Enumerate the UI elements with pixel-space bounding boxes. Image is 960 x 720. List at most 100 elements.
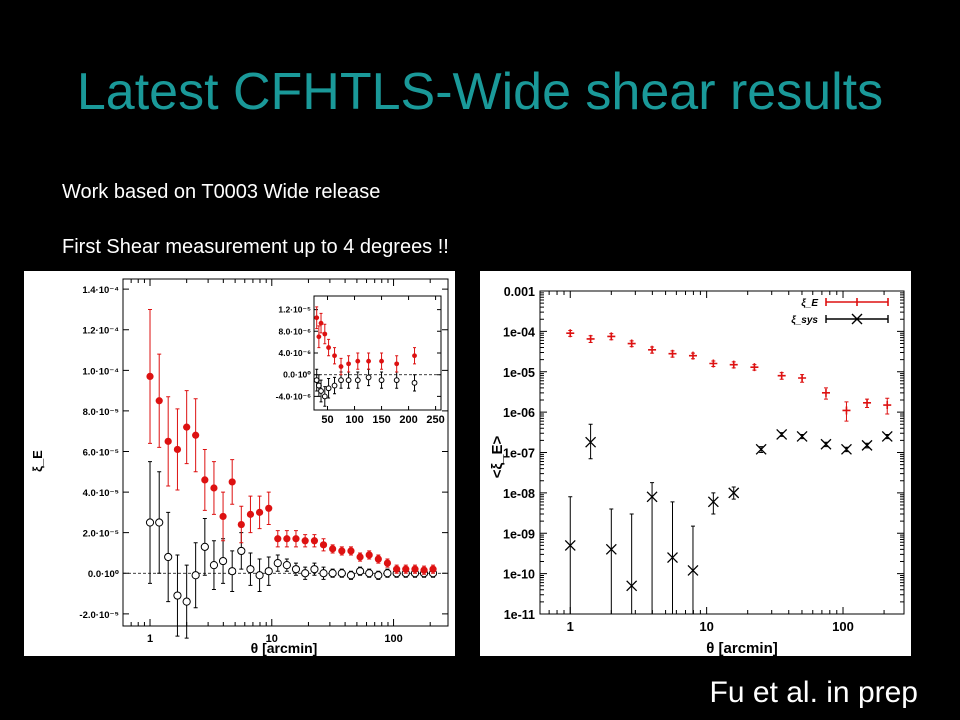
plot-frame <box>122 278 449 627</box>
data-point-open <box>354 377 361 384</box>
data-point-filled <box>155 397 163 405</box>
data-point-open <box>365 374 372 381</box>
y-tick-label: 1e-07 <box>503 447 535 461</box>
x-tick-label: 1 <box>147 633 153 645</box>
data-point-filled <box>316 334 322 340</box>
data-point-filled <box>365 551 373 559</box>
data-point-open <box>218 556 228 566</box>
inset-x-tick-label: 150 <box>372 414 390 426</box>
data-point-open <box>209 561 219 570</box>
inset-y-tick-label: -4.0·10⁻⁶ <box>276 391 311 401</box>
data-point-open <box>228 567 237 576</box>
data-point-plus <box>668 349 677 358</box>
x-axis-label: θ [arcmin] <box>251 640 318 656</box>
data-point-filled <box>332 353 337 359</box>
data-point-filled <box>402 565 410 573</box>
data-point-filled <box>255 508 264 516</box>
y-tick-label: 1e-04 <box>503 325 535 339</box>
bullet-measurement: First Shear measurement up to 4 degrees … <box>62 236 449 258</box>
data-point-filled <box>394 361 400 367</box>
inset-x-tick-label: 250 <box>426 414 444 426</box>
data-point-open <box>182 597 191 606</box>
data-point-filled <box>366 358 371 364</box>
y-axis-label: <ξ_E> <box>489 435 506 478</box>
legend-swatch-emode <box>825 298 889 306</box>
y-tick-label: 1e-09 <box>503 527 535 541</box>
legend-label: ξ_sys <box>791 315 818 326</box>
data-point-plus <box>648 345 657 354</box>
data-point-cross <box>820 438 832 450</box>
data-point-cross <box>564 539 576 551</box>
data-point-open <box>200 542 209 551</box>
data-point-filled <box>338 547 346 555</box>
data-point-cross <box>667 552 678 564</box>
x-tick-label: 10 <box>266 633 278 645</box>
data-point-open <box>155 518 164 527</box>
data-point-open <box>337 569 346 578</box>
error-bar <box>629 513 634 615</box>
data-point-open <box>310 565 319 574</box>
data-point-open <box>393 377 400 384</box>
data-point-filled <box>374 555 382 563</box>
legend-label: ξ_E <box>801 298 818 309</box>
data-point-filled <box>347 547 355 555</box>
data-point-plus <box>883 401 892 410</box>
inset-y-tick-label: 1.2·10⁻⁵ <box>278 305 311 315</box>
inset-y-tick-label: 4.0·10⁻⁶ <box>278 348 311 358</box>
data-point-open <box>145 518 155 527</box>
data-point-cross <box>881 430 893 442</box>
data-point-cross <box>626 580 638 592</box>
data-point-cross <box>646 491 658 503</box>
data-point-filled <box>183 423 191 431</box>
y-tick-label: 1.2·10⁻⁴ <box>82 326 119 337</box>
data-point-filled <box>301 537 309 545</box>
y-tick-label: 1e-10 <box>503 568 535 582</box>
data-point-open <box>282 561 291 570</box>
data-point-open <box>255 571 264 580</box>
data-point-plus <box>729 360 738 369</box>
legend-swatch-sys <box>825 313 889 325</box>
inset-x-tick-label: 50 <box>321 414 333 426</box>
data-point-plus <box>607 332 616 341</box>
data-point-open <box>331 382 338 389</box>
data-point-filled <box>237 520 245 529</box>
inset-y-tick-label: 0.0·10⁰ <box>283 370 311 380</box>
data-point-open <box>365 569 374 578</box>
right-chart-panel: 1 10 100 0.001 1e-04 1e-05 1e-06 1e-07 1e-08 1e-0… <box>480 271 911 656</box>
data-point-open <box>164 552 173 562</box>
data-point-filled <box>283 535 291 543</box>
data-point-filled <box>429 565 437 573</box>
data-point-open <box>191 571 200 580</box>
inset-x-tick-label: 200 <box>399 414 417 426</box>
inset-x-tick-label: 100 <box>345 414 363 426</box>
data-point-open <box>321 393 328 400</box>
data-point-open <box>246 565 255 574</box>
data-point-open <box>319 569 328 578</box>
y-tick-label: 2.0·10⁻⁵ <box>83 529 119 540</box>
data-point-filled <box>356 553 364 561</box>
left-chart-panel: 1 10 100 1.4·10⁻⁴ 1.2·10⁻⁴ 1.0·10⁻⁴ 8.0·10⁻⁵ 6.… <box>24 271 455 656</box>
data-point-open <box>318 388 324 394</box>
data-point-plus <box>688 351 697 360</box>
data-point-plus <box>798 374 807 383</box>
data-point-open <box>273 558 282 568</box>
data-point-plus <box>777 371 786 380</box>
data-point-filled <box>146 372 154 381</box>
data-point-plus <box>863 398 872 407</box>
error-bar <box>650 482 655 615</box>
data-point-filled <box>326 345 331 350</box>
data-point-open <box>264 567 273 576</box>
data-point-open <box>355 567 365 576</box>
data-point-cross <box>605 543 617 555</box>
x-tick-label: 100 <box>384 633 402 645</box>
data-point-cross <box>707 496 719 508</box>
y-tick-label: 0.0·10⁰ <box>88 569 119 580</box>
slide-title: Latest CFHTLS-Wide shear results <box>76 63 884 121</box>
data-point-filled <box>329 545 337 553</box>
data-point-filled <box>383 559 392 567</box>
xi-e-linear-chart: 1 10 100 1.4·10⁻⁴ 1.2·10⁻⁴ 1.0·10⁻⁴ 8.0·10⁻⁵ 6.… <box>30 278 449 656</box>
y-tick-label: 1e-08 <box>503 487 535 501</box>
data-point-plus <box>627 339 636 348</box>
data-point-filled <box>338 364 344 369</box>
data-point-cross <box>796 430 808 442</box>
